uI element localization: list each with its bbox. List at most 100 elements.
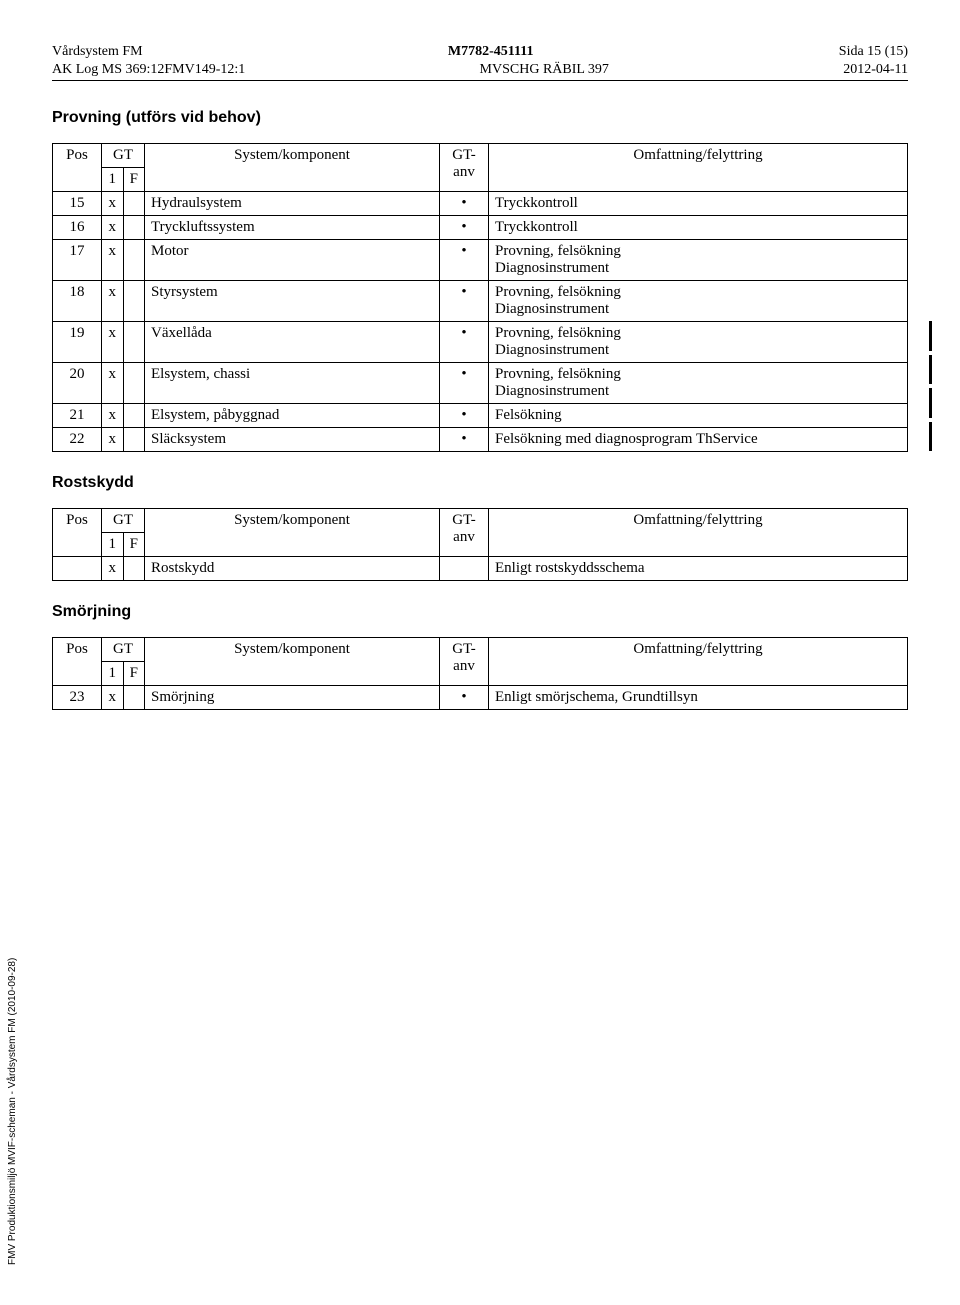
th-gt: GT	[102, 638, 145, 662]
doc-header-bottom: AK Log MS 369:12FMV149-12:1 MVSCHG RÄBIL…	[52, 62, 908, 78]
cell-pos: 18	[53, 281, 102, 322]
th-pos: Pos	[53, 638, 102, 686]
change-bar	[929, 355, 932, 385]
cell-scope: Provning, felsökningDiagnosinstrument	[489, 240, 908, 281]
cell-gt-f	[123, 363, 145, 404]
cell-anv	[440, 557, 489, 581]
cell-pos: 17	[53, 240, 102, 281]
cell-scope: Tryckkontroll	[489, 192, 908, 216]
table-row: 17 x Motor • Provning, felsökningDiagnos…	[53, 240, 908, 281]
cell-scope: Provning, felsökningDiagnosinstrument	[489, 281, 908, 322]
cell-gt-1: x	[102, 240, 124, 281]
table-row: 21 x Elsystem, påbyggnad • Felsökning	[53, 404, 908, 428]
header-top-right: Sida 15 (15)	[839, 44, 908, 60]
section-title-smorjning: Smörjning	[52, 603, 908, 621]
cell-system: Rostskydd	[145, 557, 440, 581]
cell-gt-f	[123, 686, 145, 710]
th-system: System/komponent	[145, 638, 440, 686]
th-gt-f: F	[123, 168, 145, 192]
th-scope: Omfattning/felyttring	[489, 509, 908, 557]
cell-scope: Enligt rostskyddsschema	[489, 557, 908, 581]
th-gt: GT	[102, 144, 145, 168]
rostskydd-table: Pos GT System/komponent GT-anv Omfattnin…	[52, 508, 908, 581]
cell-anv: •	[440, 404, 489, 428]
th-system: System/komponent	[145, 509, 440, 557]
table-row: 20 x Elsystem, chassi • Provning, felsök…	[53, 363, 908, 404]
cell-scope: Enligt smörjschema, Grundtillsyn	[489, 686, 908, 710]
th-gt-f: F	[123, 533, 145, 557]
cell-system: Smörjning	[145, 686, 440, 710]
cell-anv: •	[440, 428, 489, 452]
cell-gt-1: x	[102, 216, 124, 240]
change-bar	[929, 388, 932, 418]
cell-anv: •	[440, 322, 489, 363]
table-row: 15 x Hydraulsystem • Tryckkontroll	[53, 192, 908, 216]
th-scope: Omfattning/felyttring	[489, 144, 908, 192]
cell-pos	[53, 557, 102, 581]
provning-table: Pos GT System/komponent GT-anv Omfattnin…	[52, 143, 908, 452]
cell-pos: 21	[53, 404, 102, 428]
cell-gt-f	[123, 322, 145, 363]
cell-scope: Felsökning med diagnosprogram ThService	[489, 428, 908, 452]
cell-anv: •	[440, 216, 489, 240]
cell-system: Elsystem, chassi	[145, 363, 440, 404]
header-bot-center: MVSCHG RÄBIL 397	[480, 62, 609, 78]
th-gt-1: 1	[102, 662, 124, 686]
cell-anv: •	[440, 686, 489, 710]
th-scope: Omfattning/felyttring	[489, 638, 908, 686]
table-row: 23 x Smörjning • Enligt smörjschema, Gru…	[53, 686, 908, 710]
cell-anv: •	[440, 192, 489, 216]
th-gt-f: F	[123, 662, 145, 686]
th-pos: Pos	[53, 144, 102, 192]
th-pos: Pos	[53, 509, 102, 557]
cell-scope: Provning, felsökningDiagnosinstrument	[489, 322, 908, 363]
cell-system: Motor	[145, 240, 440, 281]
table-row: 16 x Tryckluftssystem • Tryckkontroll	[53, 216, 908, 240]
header-top-center: M7782-451111	[448, 44, 534, 60]
table-row: 18 x Styrsystem • Provning, felsökningDi…	[53, 281, 908, 322]
th-gt: GT	[102, 509, 145, 533]
cell-gt-f	[123, 240, 145, 281]
cell-pos: 22	[53, 428, 102, 452]
cell-anv: •	[440, 363, 489, 404]
cell-pos: 16	[53, 216, 102, 240]
cell-system: Tryckluftssystem	[145, 216, 440, 240]
table-row: x Rostskydd Enligt rostskyddsschema	[53, 557, 908, 581]
cell-gt-1: x	[102, 686, 124, 710]
cell-gt-f	[123, 281, 145, 322]
header-bot-left: AK Log MS 369:12FMV149-12:1	[52, 62, 245, 78]
cell-system: Hydraulsystem	[145, 192, 440, 216]
cell-scope: Tryckkontroll	[489, 216, 908, 240]
provning-table-wrap: Pos GT System/komponent GT-anv Omfattnin…	[52, 143, 908, 452]
cell-pos: 23	[53, 686, 102, 710]
cell-gt-1: x	[102, 281, 124, 322]
cell-gt-1: x	[102, 428, 124, 452]
th-gtanv: GT-anv	[440, 509, 489, 557]
header-top-left: Vårdsystem FM	[52, 44, 143, 60]
doc-header-top: Vårdsystem FM M7782-451111 Sida 15 (15)	[52, 44, 908, 60]
cell-anv: •	[440, 240, 489, 281]
th-system: System/komponent	[145, 144, 440, 192]
cell-gt-1: x	[102, 557, 124, 581]
cell-scope: Provning, felsökningDiagnosinstrument	[489, 363, 908, 404]
th-gtanv: GT-anv	[440, 638, 489, 686]
cell-pos: 15	[53, 192, 102, 216]
th-gtanv: GT-anv	[440, 144, 489, 192]
change-bar	[929, 321, 932, 351]
cell-system: Växellåda	[145, 322, 440, 363]
cell-gt-1: x	[102, 404, 124, 428]
cell-gt-f	[123, 404, 145, 428]
side-rotated-text: FMV Produktionsmiljö MVIF-scheman - Vård…	[7, 958, 18, 1265]
cell-gt-f	[123, 216, 145, 240]
cell-system: Släcksystem	[145, 428, 440, 452]
change-bar	[929, 422, 932, 452]
smorjning-table: Pos GT System/komponent GT-anv Omfattnin…	[52, 637, 908, 710]
cell-pos: 19	[53, 322, 102, 363]
table-row: 22 x Släcksystem • Felsökning med diagno…	[53, 428, 908, 452]
th-gt-1: 1	[102, 168, 124, 192]
header-bot-right: 2012-04-11	[843, 62, 908, 78]
section-title-rostskydd: Rostskydd	[52, 474, 908, 492]
cell-gt-1: x	[102, 192, 124, 216]
section-title-provning: Provning (utförs vid behov)	[52, 109, 908, 127]
header-rule	[52, 80, 908, 81]
